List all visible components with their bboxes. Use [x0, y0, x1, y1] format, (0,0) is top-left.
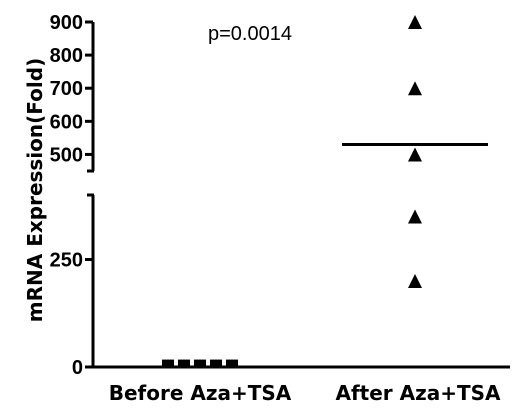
x-category-label-before: Before Aza+TSA	[109, 381, 292, 405]
data-point-before-4	[226, 359, 238, 368]
data-point-before-1	[178, 359, 190, 368]
data-point-after-3	[408, 209, 422, 224]
data-point-after-1	[408, 81, 422, 96]
y-tick-label-250: 250	[50, 250, 83, 272]
y-tick-label-0: 0	[72, 357, 83, 379]
data-marks	[162, 15, 488, 368]
p-value-annotation: p=0.0014	[208, 23, 292, 45]
y-tick-label-600: 600	[50, 111, 83, 133]
data-point-before-2	[194, 359, 206, 368]
data-point-after-0	[408, 15, 422, 29]
data-point-before-3	[210, 359, 222, 368]
y-tick-label-500: 500	[50, 144, 83, 166]
y-tick-label-900: 900	[50, 12, 83, 34]
data-point-before-0	[162, 359, 174, 368]
y-tick-label-700: 700	[50, 78, 83, 100]
data-point-after-2	[408, 147, 422, 162]
data-point-after-4	[408, 274, 422, 288]
y-tick-label-800: 800	[50, 45, 83, 67]
x-category-label-after: After Aza+TSA	[335, 381, 501, 405]
y-axis-title: mRNA Expression(Fold)	[23, 58, 47, 322]
axes: 0 250 500 600 700 800 900	[50, 12, 510, 379]
